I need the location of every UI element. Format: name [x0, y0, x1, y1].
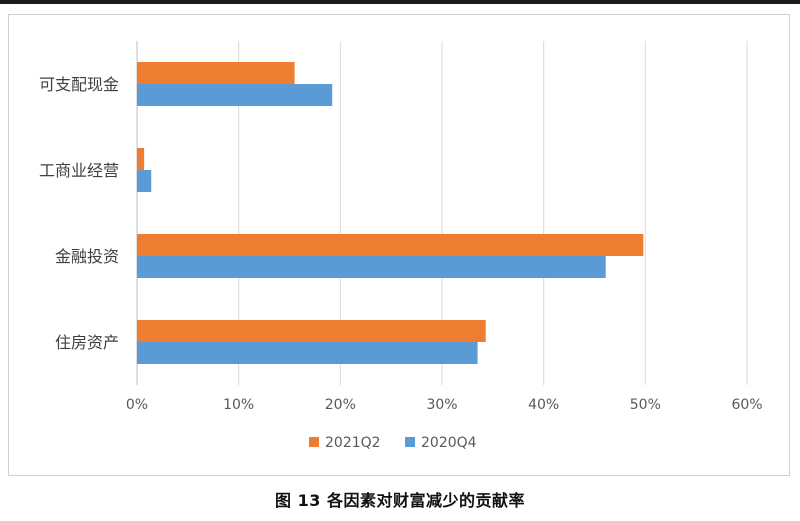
legend-label: 2021Q2: [325, 435, 381, 451]
bar-2020q4: [137, 84, 333, 106]
top-edge-bar: [0, 0, 800, 4]
figure-caption: 图 13 各因素对财富减少的贡献率: [275, 491, 525, 510]
x-tick-label: 10%: [223, 397, 254, 413]
bar-2020q4: [137, 256, 606, 278]
category-label: 工商业经营: [39, 161, 119, 180]
bar-2020q4: [137, 342, 478, 364]
category-label: 可支配现金: [39, 75, 119, 94]
x-tick-label: 0%: [126, 397, 148, 413]
legend-swatch: [309, 437, 319, 447]
legend-label: 2020Q4: [421, 435, 477, 451]
x-tick-label: 40%: [528, 397, 559, 413]
x-tick-label: 50%: [630, 397, 661, 413]
bar-2021q2: [137, 148, 145, 170]
category-label: 住房资产: [55, 333, 119, 352]
chart-frame: 0% 10% 20% 30% 40% 50% 60% 可支配现金工商业经营金融投资住房资产 20…: [8, 14, 790, 476]
bar-2021q2: [137, 62, 295, 84]
x-tick-label: 60%: [731, 397, 762, 413]
x-tick-label: 30%: [426, 397, 457, 413]
x-tick-label: 20%: [325, 397, 356, 413]
category-label: 金融投资: [55, 247, 119, 266]
bar-2020q4: [137, 170, 152, 192]
bar-2021q2: [137, 320, 486, 342]
bar-2021q2: [137, 234, 644, 256]
legend-swatch: [405, 437, 415, 447]
